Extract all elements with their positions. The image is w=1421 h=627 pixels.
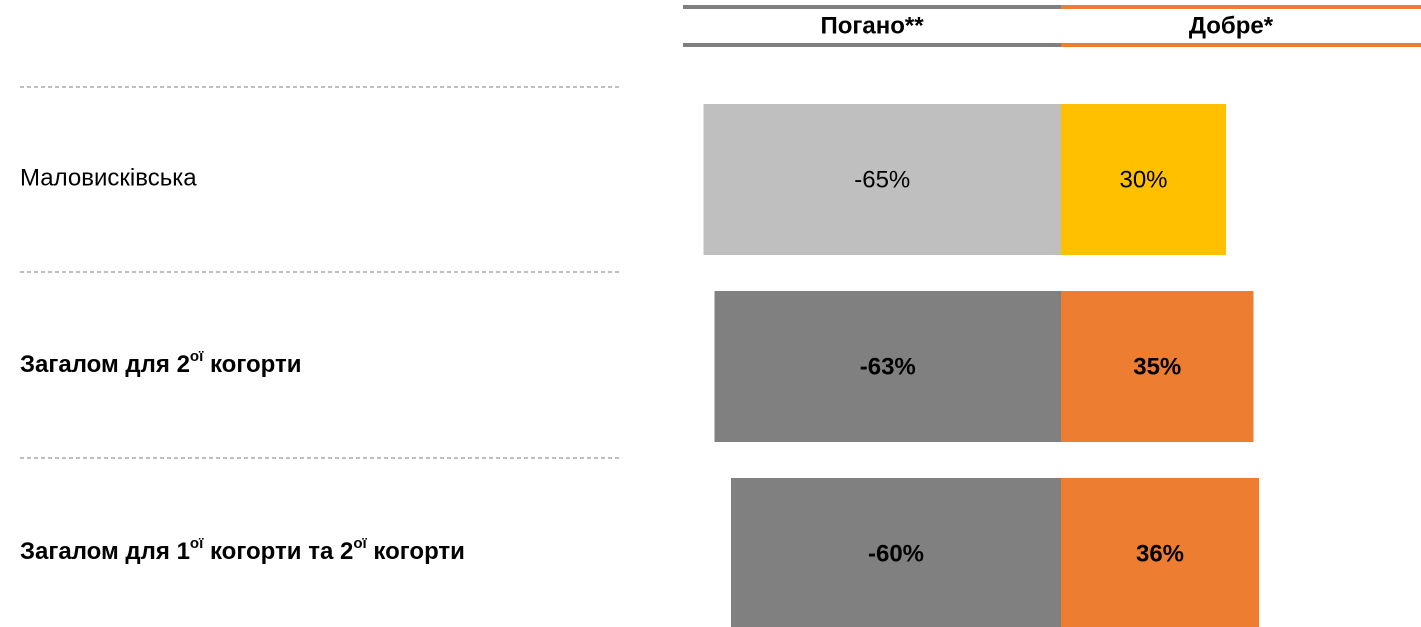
- value-label: 36%: [1136, 540, 1184, 567]
- value-label: -63%: [860, 353, 916, 380]
- category-label: Загалом для 1ої когорти та 2ої когорти: [20, 535, 465, 565]
- value-label: 30%: [1119, 166, 1167, 193]
- value-label: -60%: [868, 540, 924, 567]
- legend-label: Добре*: [1189, 12, 1274, 39]
- bar: [714, 291, 1061, 442]
- bar: [703, 104, 1061, 255]
- category-label: Загалом для 2ої когорти: [20, 348, 302, 378]
- value-label: -65%: [854, 166, 910, 193]
- value-label: 35%: [1133, 353, 1181, 380]
- bar: [1061, 291, 1254, 442]
- bar: [1061, 104, 1226, 255]
- category-label: Маловисківська: [20, 164, 197, 191]
- bar: [731, 478, 1061, 627]
- bar: [1061, 478, 1259, 627]
- legend-label: Погано**: [820, 12, 924, 39]
